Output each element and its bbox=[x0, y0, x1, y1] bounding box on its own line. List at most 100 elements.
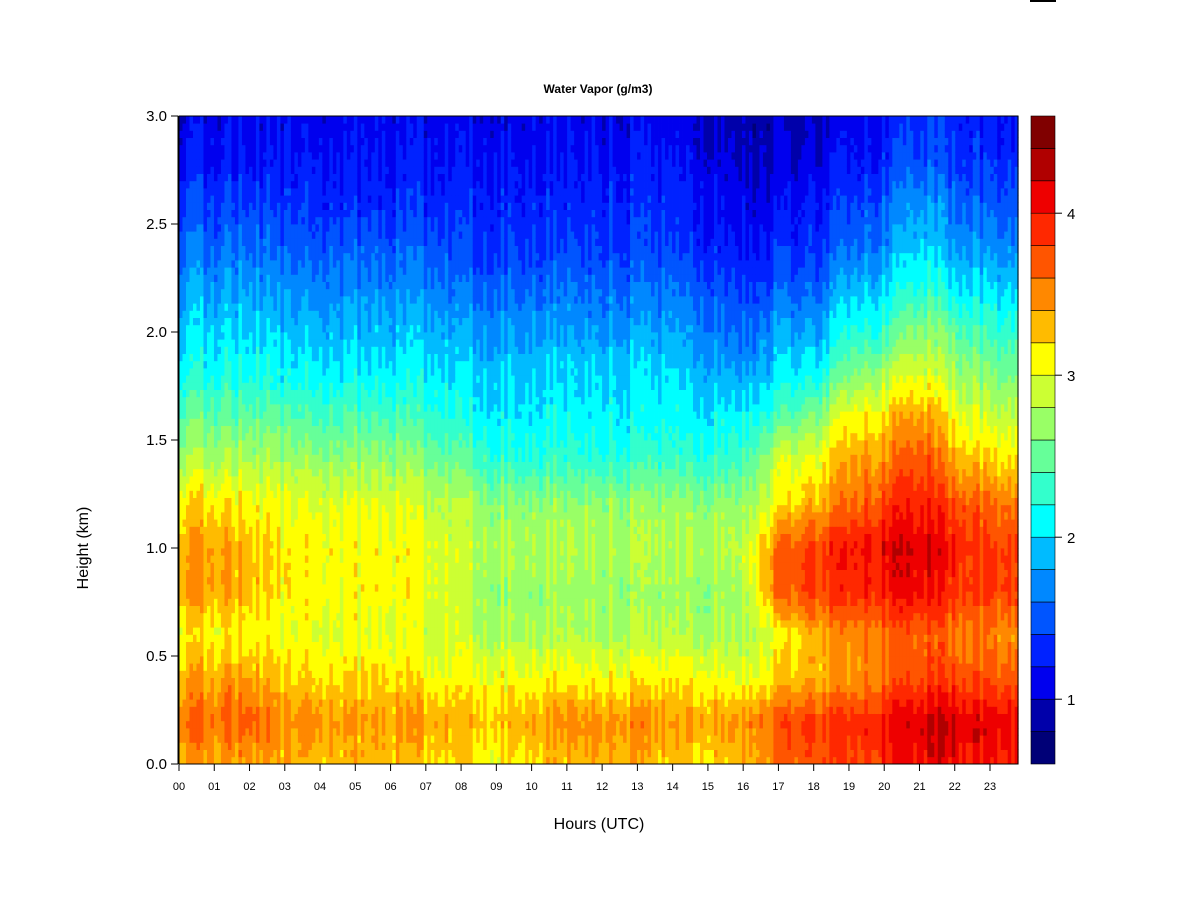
heatmap-cell bbox=[273, 684, 278, 693]
heatmap-cell bbox=[196, 202, 201, 210]
heatmap-cell bbox=[220, 425, 225, 434]
heatmap-cell bbox=[297, 231, 302, 239]
heatmap-cell bbox=[276, 728, 281, 736]
heatmap-cell bbox=[259, 188, 264, 196]
heatmap-cell bbox=[308, 699, 313, 707]
heatmap-cell bbox=[294, 360, 299, 369]
heatmap-cell bbox=[294, 310, 299, 318]
heatmap-cell bbox=[276, 389, 281, 398]
heatmap-cell bbox=[245, 569, 250, 578]
heatmap-cell bbox=[217, 144, 222, 153]
heatmap-cell bbox=[255, 483, 260, 491]
heatmap-cell bbox=[196, 180, 201, 189]
heatmap-cell bbox=[210, 317, 215, 326]
heatmap-cell bbox=[220, 303, 225, 311]
heatmap-cell bbox=[287, 166, 292, 174]
heatmap-cell bbox=[210, 152, 215, 160]
heatmap-cell bbox=[231, 648, 236, 657]
heatmap-cell bbox=[339, 526, 344, 534]
heatmap-cell bbox=[350, 260, 355, 268]
heatmap-cell bbox=[217, 548, 222, 556]
heatmap-cell bbox=[329, 677, 334, 686]
heatmap-cell bbox=[287, 454, 292, 462]
heatmap-cell bbox=[259, 756, 264, 765]
heatmap-cell bbox=[203, 324, 208, 333]
heatmap-cell bbox=[203, 425, 208, 434]
heatmap-cell bbox=[315, 555, 320, 563]
heatmap-cell bbox=[206, 260, 211, 268]
heatmap-cell bbox=[182, 425, 187, 434]
heatmap-cell bbox=[332, 144, 337, 153]
heatmap-cell bbox=[287, 468, 292, 477]
heatmap-cell bbox=[185, 454, 190, 462]
heatmap-cell bbox=[199, 389, 204, 398]
heatmap-cell bbox=[245, 274, 250, 282]
heatmap-cell bbox=[217, 396, 222, 405]
heatmap-cell bbox=[346, 742, 351, 750]
heatmap-cell bbox=[259, 317, 264, 326]
heatmap-cell bbox=[311, 216, 316, 225]
heatmap-cell bbox=[283, 548, 288, 556]
heatmap-cell bbox=[276, 749, 281, 758]
heatmap-cell bbox=[245, 396, 250, 405]
heatmap-cell bbox=[185, 692, 190, 700]
heatmap-cell bbox=[350, 454, 355, 462]
heatmap-cell bbox=[185, 706, 190, 714]
heatmap-cell bbox=[364, 670, 369, 678]
heatmap-cell bbox=[206, 202, 211, 210]
heatmap-cell bbox=[252, 346, 257, 354]
heatmap-cell bbox=[227, 663, 232, 671]
heatmap-cell bbox=[262, 627, 267, 635]
heatmap-cell bbox=[238, 562, 243, 570]
heatmap-cell bbox=[297, 195, 302, 203]
heatmap-cell bbox=[185, 166, 190, 174]
heatmap-cell bbox=[213, 706, 218, 714]
heatmap-cell bbox=[339, 504, 344, 513]
heatmap-cell bbox=[182, 152, 187, 160]
heatmap-cell bbox=[322, 296, 327, 304]
heatmap-cell bbox=[350, 296, 355, 304]
heatmap-cell bbox=[276, 152, 281, 160]
heatmap-cell bbox=[182, 512, 187, 520]
heatmap-cell bbox=[322, 130, 327, 138]
heatmap-cell bbox=[245, 742, 250, 750]
heatmap-cell bbox=[238, 188, 243, 196]
heatmap-cell bbox=[206, 144, 211, 153]
heatmap-cell bbox=[301, 245, 306, 254]
heatmap-cell bbox=[241, 684, 246, 693]
heatmap-cell bbox=[234, 461, 239, 470]
heatmap-cell bbox=[311, 267, 316, 275]
heatmap-cell bbox=[364, 627, 369, 635]
heatmap-cell bbox=[350, 166, 355, 174]
heatmap-cell bbox=[182, 303, 187, 311]
heatmap-cell bbox=[315, 159, 320, 167]
heatmap-cell bbox=[199, 720, 204, 729]
heatmap-cell bbox=[329, 224, 334, 232]
heatmap-cell bbox=[189, 173, 194, 182]
heatmap-cell bbox=[179, 548, 183, 556]
heatmap-cell bbox=[203, 749, 208, 758]
heatmap-cell bbox=[304, 728, 309, 736]
heatmap-cell bbox=[283, 188, 288, 196]
heatmap-cell bbox=[325, 130, 330, 138]
heatmap-cell bbox=[325, 303, 330, 311]
heatmap-cell bbox=[297, 216, 302, 225]
heatmap-cell bbox=[238, 432, 243, 441]
heatmap-cell bbox=[179, 749, 183, 758]
heatmap-cell bbox=[213, 375, 218, 383]
heatmap-cell bbox=[325, 576, 330, 585]
heatmap-cell bbox=[241, 382, 246, 390]
heatmap-cell bbox=[367, 360, 372, 369]
heatmap-cell bbox=[311, 411, 316, 419]
heatmap-cell bbox=[241, 677, 246, 686]
heatmap-cell bbox=[189, 713, 194, 722]
heatmap-cell bbox=[304, 368, 309, 376]
heatmap-cell bbox=[196, 749, 201, 758]
heatmap-cell bbox=[308, 720, 313, 729]
heatmap-cell bbox=[224, 425, 229, 434]
heatmap-cell bbox=[238, 216, 243, 225]
heatmap-cell bbox=[217, 483, 222, 491]
heatmap-cell bbox=[206, 123, 211, 131]
heatmap-cell bbox=[287, 720, 292, 729]
heatmap-cell bbox=[336, 713, 341, 722]
